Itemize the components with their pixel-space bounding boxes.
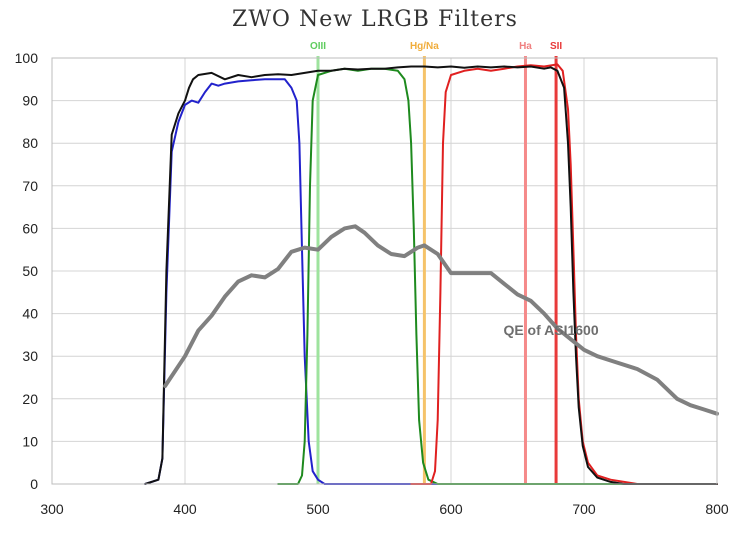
chart-title: ZWO New LRGB Filters	[232, 7, 518, 32]
y-tick-label-1: 10	[22, 433, 38, 449]
y-tick-label-6: 60	[22, 220, 38, 236]
series-line-blue	[144, 78, 718, 485]
x-tick-label-1: 400	[173, 501, 197, 517]
y-tick-label-10: 100	[15, 50, 39, 66]
y-tick-label-4: 40	[22, 306, 38, 322]
y-tick-label-0: 0	[30, 476, 38, 492]
y-tick-label-9: 90	[22, 93, 38, 109]
series-line-qe	[163, 224, 719, 416]
y-tick-label-5: 50	[22, 263, 38, 279]
marker-lines	[316, 56, 558, 484]
annotation-qe-label: QE of ASI1600	[503, 322, 598, 338]
labels: OIII Hg/Na Ha SII 0 10 20 30 40 50 60 70 80 90 100 300 4…	[15, 41, 729, 517]
marker-label-ha: Ha	[519, 41, 532, 52]
marker-label-sii: SII	[550, 41, 562, 52]
series-lines	[144, 63, 719, 485]
plot-frame	[51, 57, 718, 485]
axes	[51, 57, 718, 485]
grid	[51, 57, 718, 485]
x-tick-label-5: 800	[705, 501, 729, 517]
marker-label-hgna: Hg/Na	[410, 41, 439, 52]
x-tick-label-4: 700	[572, 501, 596, 517]
y-tick-label-7: 70	[22, 178, 38, 194]
x-tick-label-3: 600	[439, 501, 463, 517]
series-line-red	[410, 63, 718, 485]
series-line-luminance	[144, 65, 718, 485]
y-tick-label-3: 30	[22, 348, 38, 364]
x-tick-label-0: 300	[40, 501, 64, 517]
y-tick-label-8: 80	[22, 135, 38, 151]
y-tick-label-2: 20	[22, 391, 38, 407]
x-tick-label-2: 500	[306, 501, 330, 517]
marker-label-oiii: OIII	[310, 41, 326, 52]
